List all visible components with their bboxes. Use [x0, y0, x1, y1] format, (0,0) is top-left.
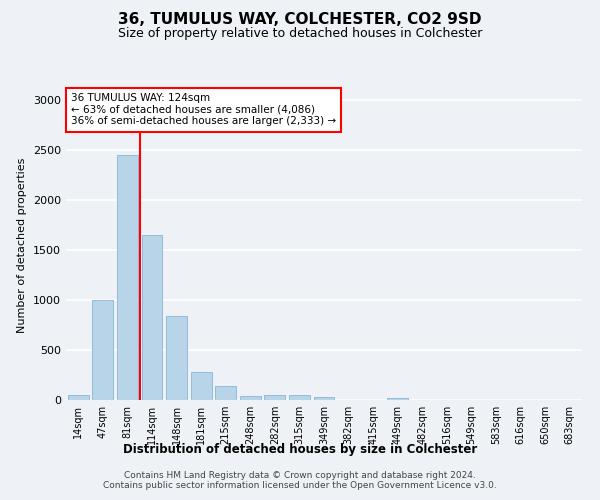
Text: Distribution of detached houses by size in Colchester: Distribution of detached houses by size … — [123, 442, 477, 456]
Bar — [314, 397, 334, 400]
Bar — [265, 394, 286, 400]
Bar — [289, 395, 310, 400]
Bar — [142, 235, 163, 400]
Bar — [166, 316, 187, 400]
Text: Contains HM Land Registry data © Crown copyright and database right 2024.
Contai: Contains HM Land Registry data © Crown c… — [103, 470, 497, 490]
Bar — [117, 155, 138, 400]
Y-axis label: Number of detached properties: Number of detached properties — [17, 158, 28, 332]
Text: 36 TUMULUS WAY: 124sqm
← 63% of detached houses are smaller (4,086)
36% of semi-: 36 TUMULUS WAY: 124sqm ← 63% of detached… — [71, 93, 336, 126]
Bar — [387, 398, 408, 400]
Bar — [240, 396, 261, 400]
Text: Size of property relative to detached houses in Colchester: Size of property relative to detached ho… — [118, 28, 482, 40]
Text: 36, TUMULUS WAY, COLCHESTER, CO2 9SD: 36, TUMULUS WAY, COLCHESTER, CO2 9SD — [118, 12, 482, 28]
Bar — [92, 300, 113, 400]
Bar — [215, 386, 236, 400]
Bar — [68, 394, 89, 400]
Bar — [191, 372, 212, 400]
